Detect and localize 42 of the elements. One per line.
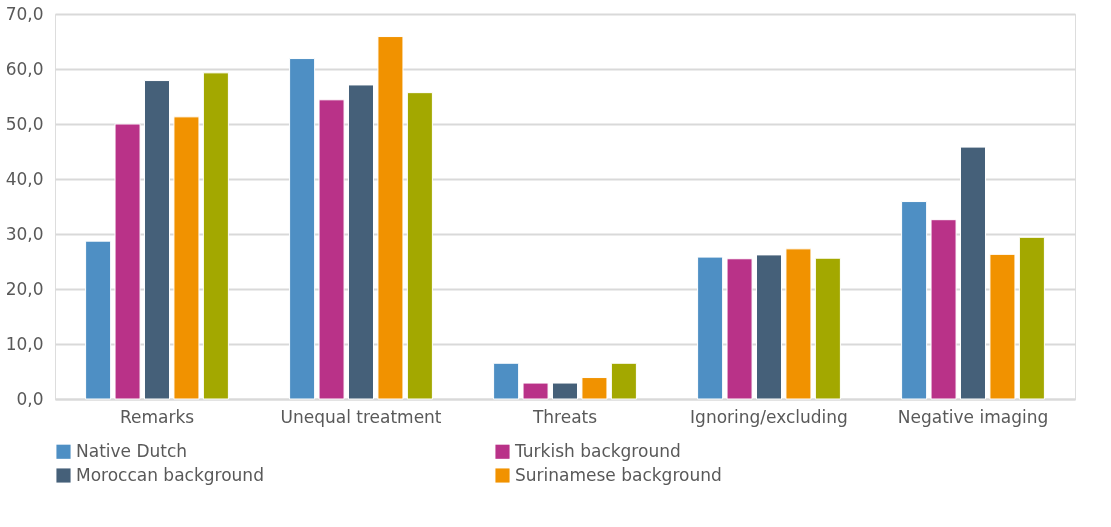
bar	[377, 36, 404, 400]
bar	[1018, 236, 1045, 400]
y-tick-label: 30,0	[5, 223, 44, 244]
x-tick-label: Threats	[531, 406, 598, 427]
bar	[143, 80, 171, 400]
bar	[959, 146, 987, 400]
bar	[493, 362, 520, 400]
bar	[610, 362, 637, 400]
bar	[318, 99, 345, 400]
x-tick-label: Negative imaging	[897, 406, 1049, 427]
bar	[697, 256, 724, 400]
y-tick-label: 40,0	[5, 168, 44, 189]
y-tick-label: 20,0	[5, 278, 44, 299]
legend-label: Moroccan background	[76, 464, 264, 485]
bar	[755, 254, 783, 400]
bar	[785, 248, 812, 400]
bar	[522, 382, 549, 400]
legend-label: Native Dutch	[76, 440, 188, 461]
bar	[173, 116, 200, 400]
bar	[406, 92, 433, 400]
bar	[814, 257, 841, 400]
bar	[347, 84, 375, 400]
bar	[202, 72, 229, 400]
y-tick-label: 70,0	[5, 3, 44, 24]
bar	[901, 201, 928, 400]
bar	[85, 240, 112, 400]
x-tick-label: Remarks	[119, 406, 195, 427]
bar	[114, 123, 141, 400]
bar	[930, 219, 957, 400]
bar	[726, 258, 753, 400]
x-tick-label: Unequal treatment	[280, 406, 442, 427]
y-tick-label: 0,0	[16, 388, 44, 409]
legend-label: Surinamese background	[515, 464, 722, 485]
y-tick-label: 50,0	[5, 113, 44, 134]
y-tick-label: 60,0	[5, 58, 44, 79]
bar	[989, 253, 1016, 400]
bar	[551, 382, 579, 400]
bar	[581, 377, 608, 400]
legend-label: Turkish background	[514, 440, 681, 461]
y-tick-label: 10,0	[5, 333, 44, 354]
x-tick-label: Ignoring/excluding	[690, 406, 848, 427]
bar	[289, 58, 316, 400]
